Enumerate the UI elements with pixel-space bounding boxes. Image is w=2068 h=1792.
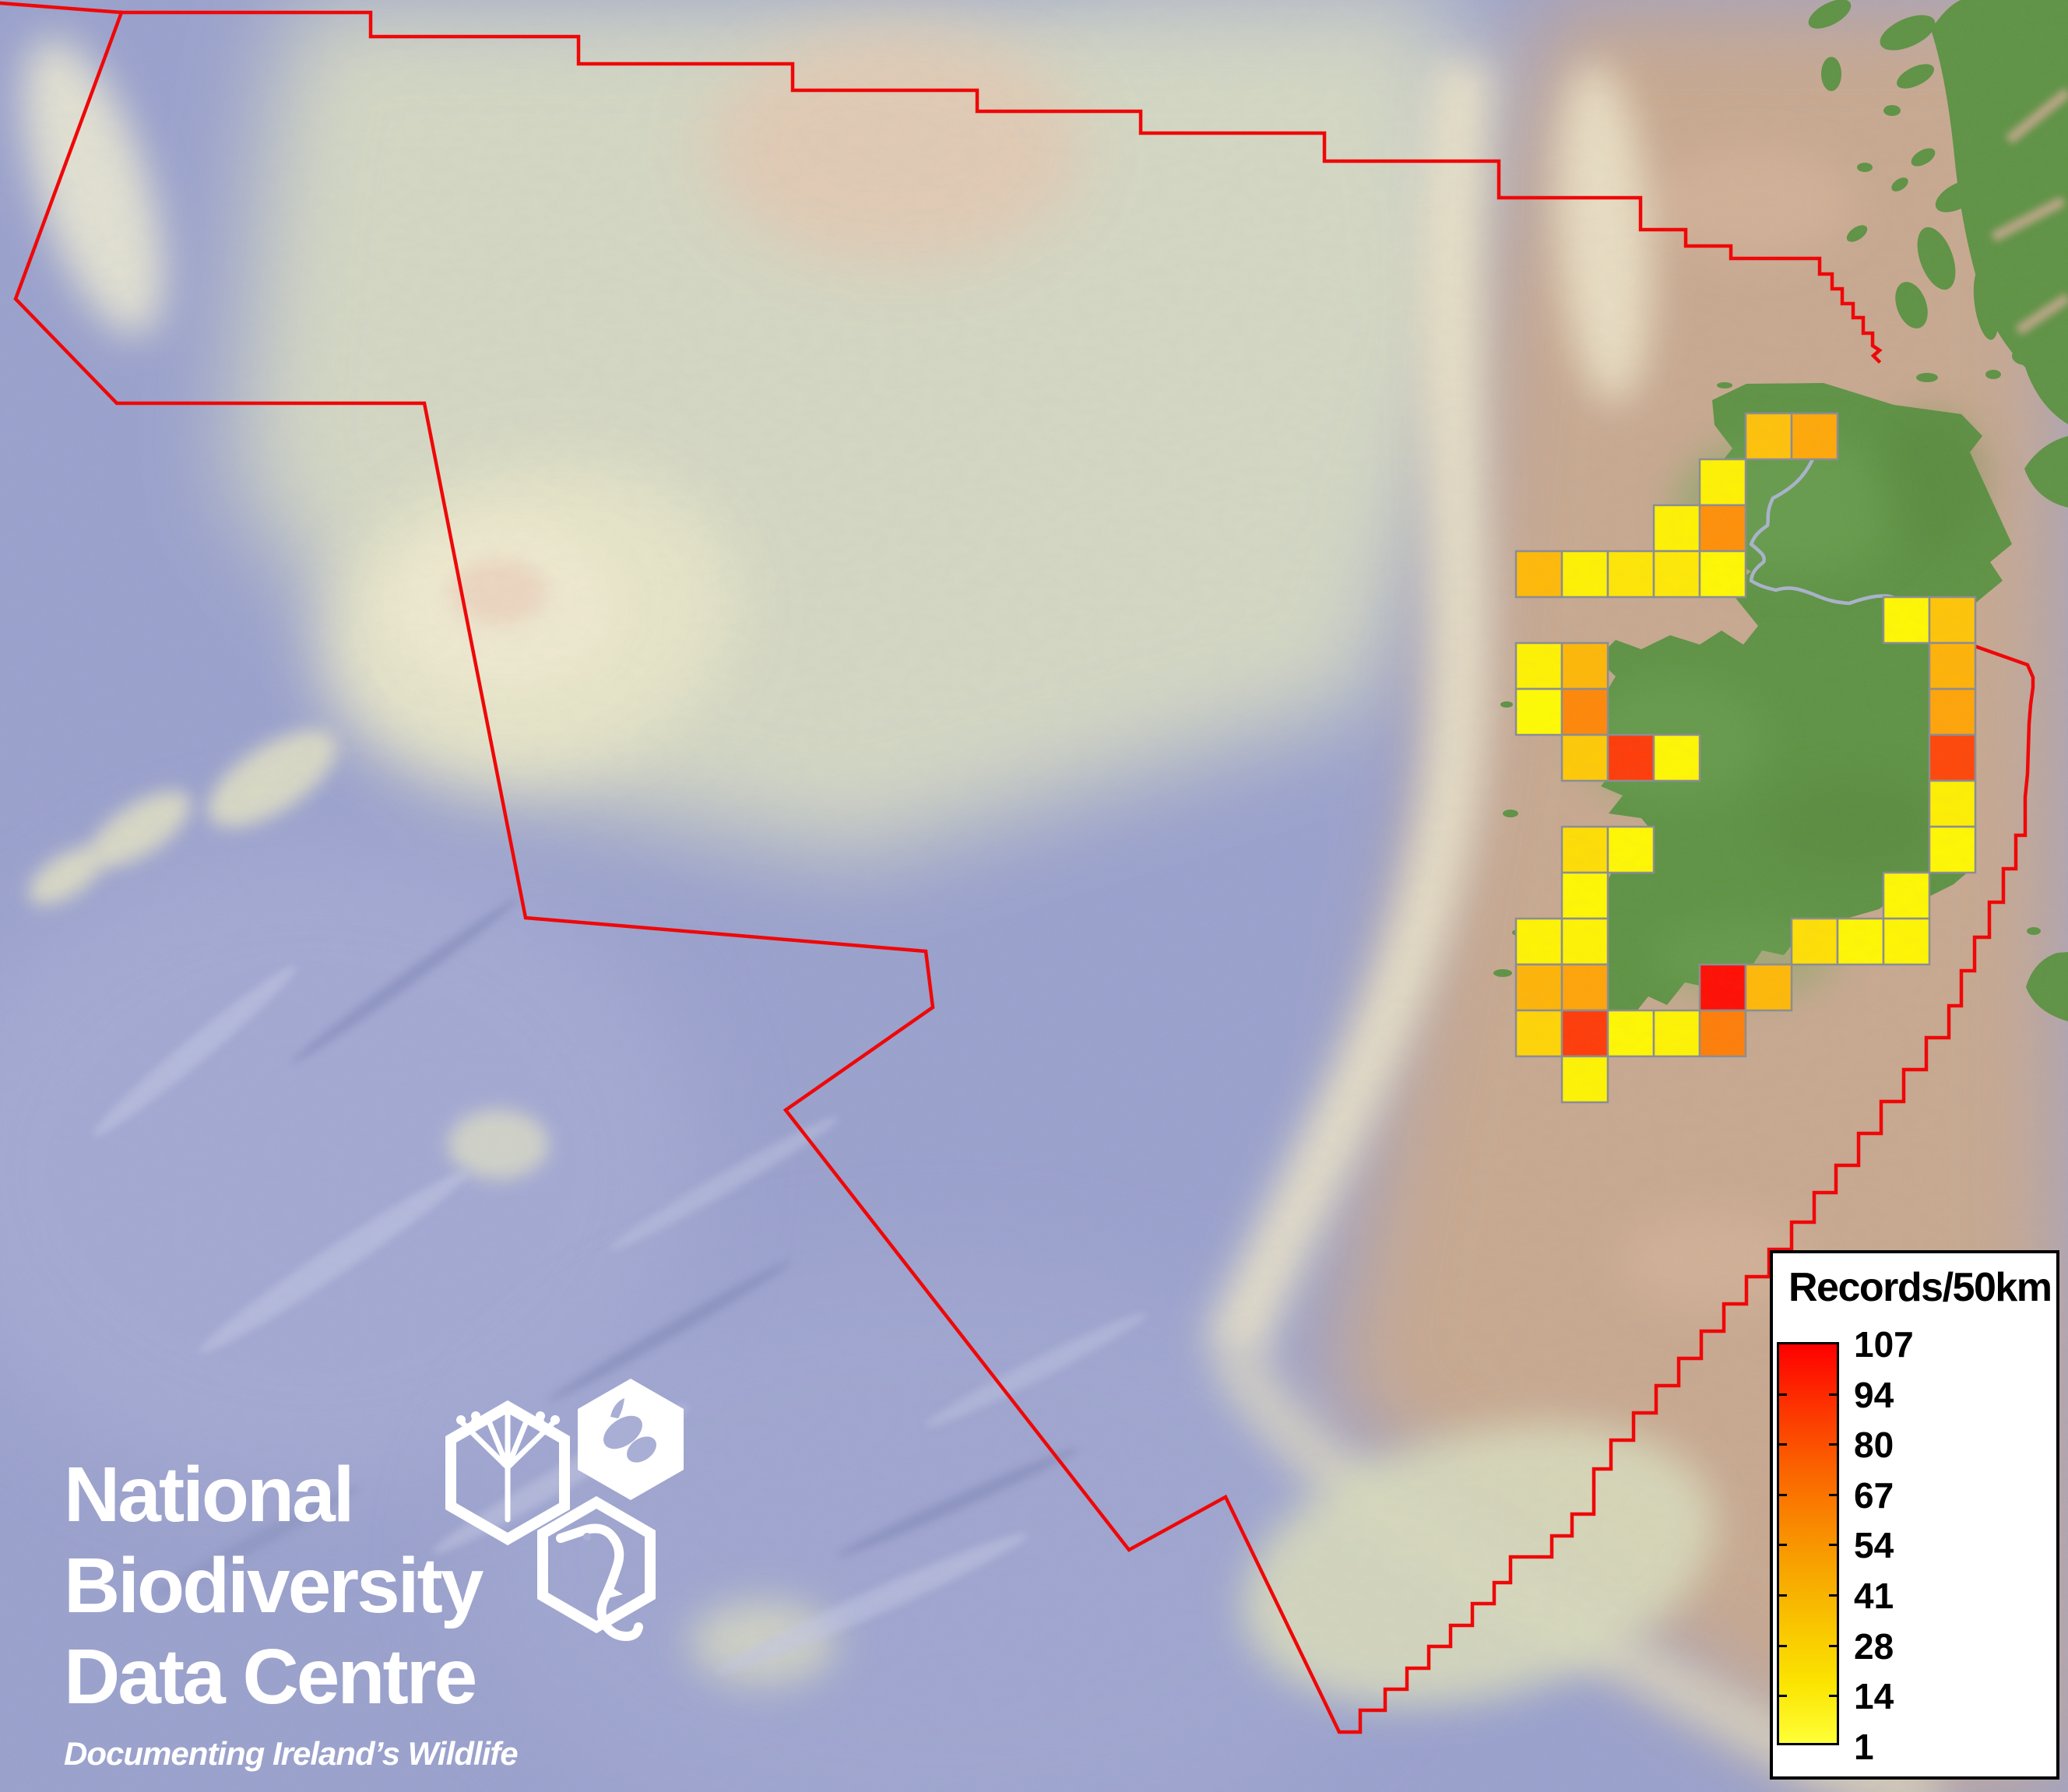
legend-scale-tick [1779,1493,1787,1496]
legend-scale-tick [1829,1393,1837,1396]
legend-title: Records/50km [1788,1265,2052,1310]
legend-tick-label: 1 [1854,1726,1874,1767]
legend-box: Records/50km 107 94 80 67 54 41 28 14 1 [1770,1250,2059,1780]
legend-gradient-bar [1777,1342,1839,1745]
plant-umbel-icon [445,1400,570,1546]
logo-line-2: Biodiversity [64,1542,484,1629]
legend-tick-label: 28 [1854,1625,1894,1667]
logo-line-1: National [64,1451,354,1538]
legend-scale-tick [1829,1443,1837,1446]
legend-scale-tick [1779,1443,1787,1446]
legend-tick-label: 41 [1854,1576,1894,1616]
legend-tick-label: 54 [1854,1525,1894,1566]
nbdc-logo: National Biodiversity Data Centre Docume… [64,1449,519,1773]
legend-scale-tick [1829,1544,1837,1547]
legend-tick-label: 80 [1854,1425,1894,1466]
logo-tagline: Documenting Ireland’s Wildlife [64,1735,519,1772]
legend-scale-tick [1779,1695,1787,1698]
nbdc-logo-hexagons [445,1379,684,1641]
legend-tick-label: 14 [1854,1676,1894,1717]
logo-line-3: Data Centre [64,1633,477,1720]
legend-scale-tick [1829,1695,1837,1698]
butterfly-icon [578,1379,684,1500]
legend-tick-label: 94 [1854,1374,1894,1415]
legend-scale-tick [1779,1544,1787,1547]
legend-scale-tick [1779,1644,1787,1647]
seahorse-icon [537,1495,656,1641]
legend-scale-tick [1779,1594,1787,1597]
legend-tick-label: 107 [1854,1324,1914,1365]
legend-labels: 107 94 80 67 54 41 28 14 1 [1773,1253,2056,1776]
legend-scale-tick [1829,1644,1837,1647]
legend-scale-tick [1779,1393,1787,1396]
legend-tick-label: 67 [1854,1474,1894,1516]
legend-scale-tick [1829,1493,1837,1496]
legend-scale-tick [1829,1594,1837,1597]
